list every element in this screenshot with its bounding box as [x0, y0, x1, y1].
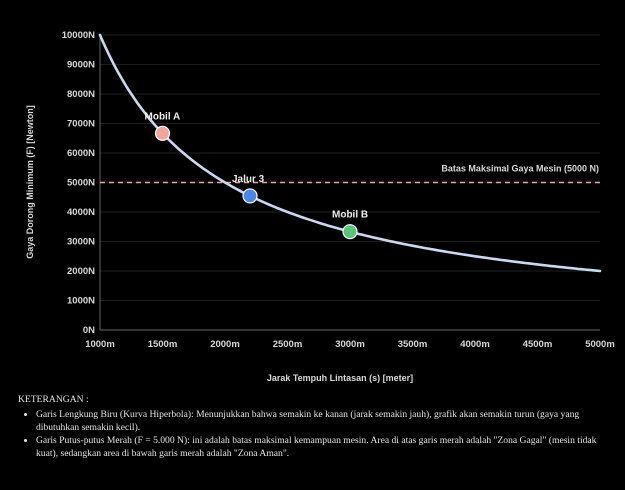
x-tick-label: 4000m	[460, 339, 490, 350]
point-marker	[342, 224, 358, 240]
legend-item-curve: Garis Lengkung Biru (Kurva Hiperbola): M…	[36, 408, 618, 434]
chart-svg: 1000m 1500m 2000m 2500m 3000m 3500m 4000m 4500m…	[25, 30, 615, 383]
y-tick-label: 6000N	[67, 148, 95, 159]
y-tick-label: 0N	[83, 325, 95, 336]
x-tick-label: 3000m	[335, 339, 365, 350]
chart-area: 1000m 1500m 2000m 2500m 3000m 3500m 4000m 4500m…	[25, 30, 615, 383]
y-tick-labels: 0N 1000N 2000N 3000N 4000N 5000N 6000N 7000N 800…	[62, 30, 95, 336]
y-tick-label: 2000N	[67, 266, 95, 277]
y-tick-label: 10000N	[62, 30, 95, 41]
y-tick-label: 3000N	[67, 237, 95, 248]
point-label: Mobil B	[332, 210, 368, 221]
x-tick-label: 5000m	[585, 339, 615, 350]
points-group: Mobil A Jalur 3 Mobil B	[145, 111, 368, 240]
y-axis-label: Gaya Dorong Minimum (F) [Newton]	[25, 105, 35, 259]
point-marker	[242, 188, 258, 204]
x-tick-label: 2000m	[210, 339, 240, 350]
legend-item-threshold: Garis Putus-putus Merah (F = 5.000 N): i…	[36, 434, 618, 460]
threshold-group: Batas Maksimal Gaya Mesin (5000 N)	[100, 164, 600, 184]
x-tick-label: 1000m	[85, 339, 115, 350]
y-tick-label: 7000N	[67, 119, 95, 130]
x-tick-label: 3500m	[398, 339, 428, 350]
point-marker	[154, 125, 171, 141]
y-tick-label: 9000N	[67, 60, 95, 71]
x-tick-label: 2500m	[273, 339, 303, 350]
x-axis-label: Jarak Tempuh Lintasan (s) [meter]	[267, 373, 413, 383]
legend-block: KETERANGAN : Garis Lengkung Biru (Kurva …	[18, 393, 618, 460]
legend-list: Garis Lengkung Biru (Kurva Hiperbola): M…	[18, 408, 618, 460]
legend-heading: KETERANGAN :	[18, 394, 89, 405]
y-tick-label: 1000N	[67, 296, 95, 307]
x-tick-label: 1500m	[148, 339, 178, 350]
y-tick-label: 4000N	[67, 207, 95, 218]
y-tick-label: 8000N	[67, 89, 95, 100]
x-tick-label: 4500m	[523, 339, 553, 350]
point-label: Mobil A	[145, 111, 181, 122]
threshold-label: Batas Maksimal Gaya Mesin (5000 N)	[441, 164, 599, 174]
point-label: Jalur 3	[232, 174, 265, 185]
y-tick-label: 5000N	[67, 178, 95, 189]
x-tick-labels: 1000m 1500m 2000m 2500m 3000m 3500m 4000m 4500m…	[85, 339, 615, 350]
